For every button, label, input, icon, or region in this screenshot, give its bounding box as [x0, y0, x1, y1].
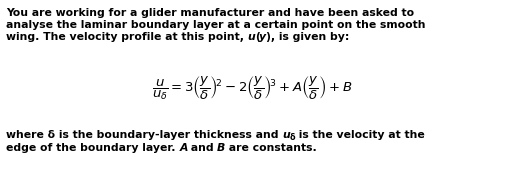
- Text: $\dfrac{u}{u_\delta} = 3\left(\dfrac{y}{\delta}\right)^{\!2} - 2\left(\dfrac{y}{: $\dfrac{u}{u_\delta} = 3\left(\dfrac{y}{…: [152, 74, 352, 102]
- Text: y: y: [260, 32, 267, 42]
- Text: analyse the laminar boundary layer at a certain point on the smooth: analyse the laminar boundary layer at a …: [6, 20, 426, 30]
- Text: (: (: [255, 32, 260, 42]
- Text: u: u: [248, 32, 256, 42]
- Text: δ: δ: [289, 132, 295, 142]
- Text: ), is given by:: ), is given by:: [266, 32, 349, 42]
- Text: and: and: [187, 143, 218, 153]
- Text: A: A: [179, 143, 188, 153]
- Text: wing. The velocity profile at this point,: wing. The velocity profile at this point…: [6, 32, 248, 42]
- Text: edge of the boundary layer.: edge of the boundary layer.: [6, 143, 179, 153]
- Text: are constants.: are constants.: [225, 143, 317, 153]
- Text: u: u: [282, 130, 290, 140]
- Text: is the velocity at the: is the velocity at the: [294, 130, 424, 140]
- Text: where δ is the boundary-layer thickness and: where δ is the boundary-layer thickness …: [6, 130, 282, 140]
- Text: You are working for a glider manufacturer and have been asked to: You are working for a glider manufacture…: [6, 8, 414, 18]
- Text: B: B: [217, 143, 225, 153]
